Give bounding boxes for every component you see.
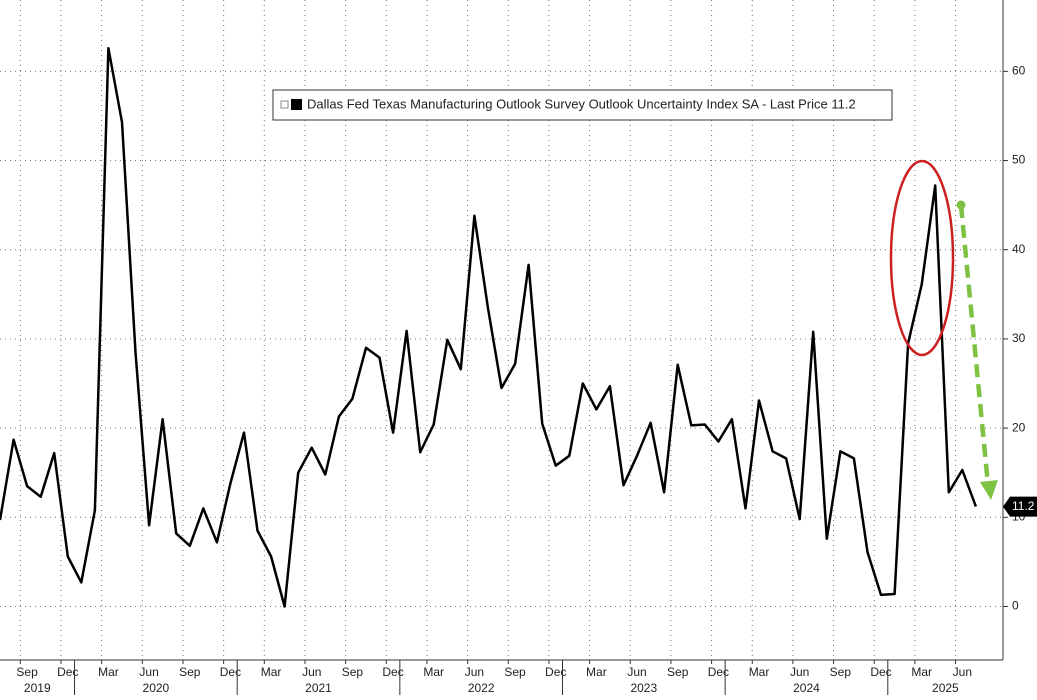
- legend-toggle: [280, 100, 289, 109]
- legend-box: [272, 89, 893, 121]
- y-tick-label: 20: [1012, 420, 1026, 434]
- x-tick-label: Jun: [302, 665, 321, 679]
- x-tick-label: Dec: [545, 665, 566, 679]
- x-tick-label: Mar: [749, 665, 770, 679]
- series-line: [0, 46, 978, 608]
- x-tick-label: Dec: [220, 665, 241, 679]
- x-tick-label: Sep: [342, 665, 364, 679]
- x-tick-label: Mar: [586, 665, 607, 679]
- last-value-tag: [1003, 496, 1037, 517]
- x-tick-label: Sep: [16, 665, 38, 679]
- y-tick-label: 60: [1012, 64, 1026, 78]
- year-label: 2023: [630, 681, 657, 695]
- legend: Dallas Fed Texas Manufacturing Outlook S…: [272, 89, 893, 121]
- x-tick-label: Jun: [790, 665, 809, 679]
- x-tick-label: Jun: [627, 665, 646, 679]
- year-label: 2024: [793, 681, 820, 695]
- arrow-head: [980, 480, 998, 500]
- y-tick-label: 40: [1012, 242, 1026, 256]
- x-tick-label: Dec: [382, 665, 403, 679]
- x-tick-label: Sep: [504, 665, 526, 679]
- y-tick-label: 50: [1012, 153, 1026, 167]
- x-tick-label: Mar: [911, 665, 932, 679]
- x-tick-label: Jun: [465, 665, 484, 679]
- legend-label: Dallas Fed Texas Manufacturing Outlook S…: [307, 96, 856, 111]
- x-tick-label: Dec: [870, 665, 891, 679]
- highlight-ellipse: [889, 159, 955, 357]
- plot: [0, 46, 978, 608]
- x-tick-label: Dec: [708, 665, 729, 679]
- y-tick-label: 30: [1012, 331, 1026, 345]
- x-tick-label: Sep: [830, 665, 852, 679]
- y-tick-label: 0: [1012, 599, 1019, 613]
- year-label: 2019: [24, 681, 51, 695]
- last-value-label: 11.2: [1012, 499, 1035, 513]
- x-tick-label: Mar: [261, 665, 282, 679]
- year-label: 2020: [143, 681, 170, 695]
- x-tick-label: Sep: [667, 665, 689, 679]
- x-tick-label: Jun: [139, 665, 158, 679]
- x-tick-label: Jun: [953, 665, 972, 679]
- x-tick-label: Mar: [423, 665, 444, 679]
- x-tick-label: Dec: [57, 665, 78, 679]
- year-label: 2025: [932, 681, 959, 695]
- trend-arrow: [958, 204, 991, 486]
- year-label: 2021: [305, 681, 332, 695]
- x-tick-label: Mar: [98, 665, 119, 679]
- x-tick-label: Sep: [179, 665, 201, 679]
- year-label: 2022: [468, 681, 495, 695]
- legend-swatch: [291, 99, 302, 110]
